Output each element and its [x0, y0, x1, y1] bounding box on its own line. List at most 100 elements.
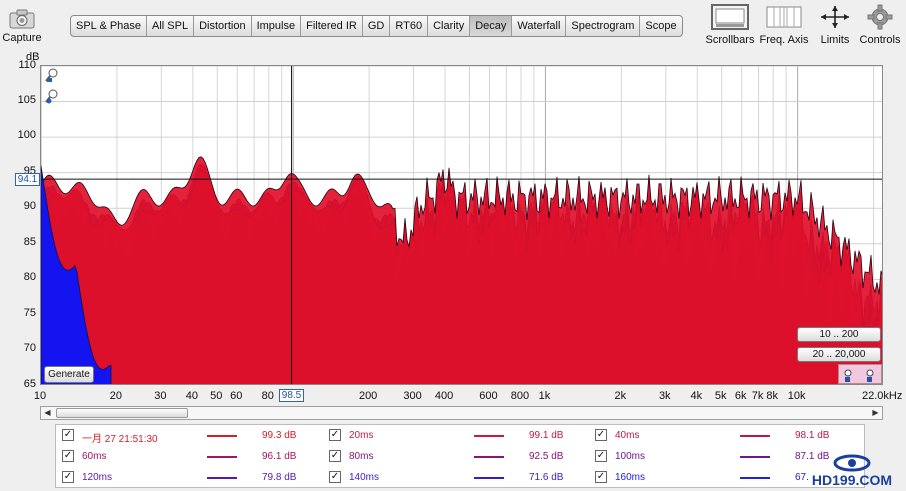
legend-series-value: 96.1 dB — [262, 451, 297, 462]
legend-color-swatch — [207, 477, 237, 479]
legend-color-swatch — [740, 477, 770, 479]
tab-waterfall[interactable]: Waterfall — [512, 16, 567, 36]
legend-checkbox[interactable]: ✓ — [329, 450, 341, 462]
y-tick-label: 100 — [17, 129, 36, 142]
legend-checkbox[interactable]: ✓ — [329, 429, 341, 441]
legend-row: ✓ 120ms 79.8 dB ✓ 140ms 71.6 dB ✓ 160ms 67. — [56, 468, 864, 488]
legend-checkbox[interactable]: ✓ — [595, 471, 607, 483]
legend-series-name: 100ms — [615, 451, 646, 462]
legend-checkbox[interactable]: ✓ — [595, 429, 607, 441]
capture-button[interactable]: Capture — [2, 6, 42, 46]
y-tick-label: 110 — [18, 59, 36, 71]
x-tick-label: 5k — [714, 390, 727, 402]
tab-filtered-ir[interactable]: Filtered IR — [301, 16, 363, 36]
controls-button[interactable]: Controls — [860, 4, 900, 48]
x-tick-label: 7k — [751, 390, 764, 402]
legend-entry: ✓ 160ms 67. — [595, 468, 860, 488]
decay-legend: ✓ 一月 27 21:51:30 99.3 dB ✓ 20ms 99.1 dB ✓ 40ms 9… — [55, 424, 865, 488]
legend-series-name: 60ms — [82, 451, 107, 462]
legend-series-name: 160ms — [615, 472, 646, 483]
x-tick-label: 10 — [33, 390, 47, 402]
x-tick-label: 2k — [614, 390, 627, 402]
y-tick-label: 75 — [23, 306, 36, 319]
x-axis-end-label: 22.0kHz — [862, 390, 903, 402]
x-tick-label: 4k — [690, 390, 703, 402]
legend-entry: ✓ 100ms 87.1 dB — [595, 447, 860, 467]
legend-checkbox[interactable]: ✓ — [329, 471, 341, 483]
tab-rt60[interactable]: RT60 — [390, 16, 429, 36]
analysis-tab-bar: SPL & Phase All SPL Distortion Impulse Filte… — [70, 15, 683, 37]
scroll-left-icon[interactable]: ◀ — [44, 408, 51, 417]
legend-checkbox[interactable]: ✓ — [62, 429, 74, 441]
limits-label: Limits — [820, 34, 850, 46]
slider-handles-icon — [844, 369, 874, 382]
legend-entry: ✓ 80ms 92.5 dB — [329, 447, 594, 467]
legend-series-name: 80ms — [349, 451, 374, 462]
tab-impulse[interactable]: Impulse — [252, 16, 302, 36]
legend-checkbox[interactable]: ✓ — [62, 450, 74, 462]
x-tick-label: 800 — [510, 390, 530, 402]
legend-series-name: 140ms — [349, 472, 380, 483]
legend-color-swatch — [474, 435, 504, 437]
legend-row: ✓ 60ms 96.1 dB ✓ 80ms 92.5 dB ✓ 100ms 87.1 dB — [56, 447, 864, 467]
generate-button[interactable]: Generate — [44, 366, 94, 383]
legend-series-value: 99.1 dB — [529, 430, 564, 441]
scrollbars-button[interactable]: Scrollbars — [706, 4, 754, 48]
scrollbar-thumb[interactable] — [56, 408, 188, 418]
tab-distortion[interactable]: Distortion — [194, 16, 252, 36]
x-tick-label: 1k — [538, 390, 551, 402]
y-tick-label: 85 — [23, 235, 36, 248]
scrollbars-label: Scrollbars — [705, 34, 755, 46]
tab-clarity[interactable]: Clarity — [428, 16, 471, 36]
legend-series-value: 92.5 dB — [529, 451, 564, 462]
x-tick-label: 400 — [434, 390, 454, 402]
x-tick-label: 6k — [734, 390, 747, 402]
decay-slice-0 — [41, 156, 882, 384]
horizontal-scrollbar[interactable]: ◀ ▶ — [40, 406, 883, 420]
watermark-logo: HD199.COM — [812, 454, 892, 488]
y-tick-label: 70 — [23, 342, 36, 355]
tab-all-spl[interactable]: All SPL — [147, 16, 195, 36]
limits-icon — [821, 6, 849, 28]
capture-label: Capture — [2, 32, 42, 44]
x-tick-label: 600 — [479, 390, 498, 402]
tab-scope[interactable]: Scope — [645, 20, 677, 32]
y-tick-label: 105 — [17, 93, 36, 106]
x-tick-label: 50 — [210, 390, 223, 402]
scroll-right-icon[interactable]: ▶ — [872, 408, 879, 417]
limits-button[interactable]: Limits — [817, 4, 853, 48]
range-20-20000-button[interactable]: 20 .. 20,000 — [797, 347, 881, 362]
legend-checkbox[interactable]: ✓ — [62, 471, 74, 483]
zoom-in-icon[interactable] — [44, 67, 60, 83]
legend-entry: ✓ 20ms 99.1 dB — [329, 426, 594, 446]
legend-series-value: 99.3 dB — [262, 430, 297, 441]
decay-plot-area[interactable] — [40, 65, 883, 385]
legend-series-name: 一月 27 21:51:30 — [82, 434, 158, 445]
x-tick-label: 30 — [154, 390, 167, 402]
legend-series-value: 98.1 dB — [795, 430, 830, 441]
legend-entry: ✓ 140ms 71.6 dB — [329, 468, 594, 488]
legend-row: ✓ 一月 27 21:51:30 99.3 dB ✓ 20ms 99.1 dB ✓ 40ms 9… — [56, 426, 864, 446]
legend-series-value: 87.1 dB — [795, 451, 830, 462]
camera-icon — [9, 9, 35, 29]
decay-plot-svg — [41, 66, 882, 384]
tab-spl-phase[interactable]: SPL & Phase — [71, 16, 148, 36]
x-tick-label: 300 — [403, 390, 422, 402]
legend-entry: ✓ 120ms 79.8 dB — [62, 468, 327, 488]
zoom-out-icon[interactable] — [44, 88, 60, 104]
tab-gd[interactable]: GD — [363, 16, 391, 36]
legend-color-swatch — [474, 477, 504, 479]
tab-spectrogram[interactable]: Spectrogram — [566, 16, 641, 36]
decay-range-slider[interactable] — [838, 364, 882, 384]
watermark-text: HD199.COM — [812, 472, 892, 488]
decay-curves — [41, 156, 882, 384]
tab-decay[interactable]: Decay — [470, 16, 513, 36]
freq-axis-label: Freq. Axis — [759, 34, 809, 46]
legend-series-value: 67. — [795, 472, 809, 483]
freq-axis-button[interactable]: Freq. Axis — [760, 4, 808, 48]
y-tick-label: 65 — [23, 378, 36, 390]
decay-low-freq-body — [41, 165, 112, 384]
legend-checkbox[interactable]: ✓ — [595, 450, 607, 462]
range-10-200-button[interactable]: 10 .. 200 — [797, 327, 881, 342]
freq-axis-icon — [766, 6, 802, 28]
